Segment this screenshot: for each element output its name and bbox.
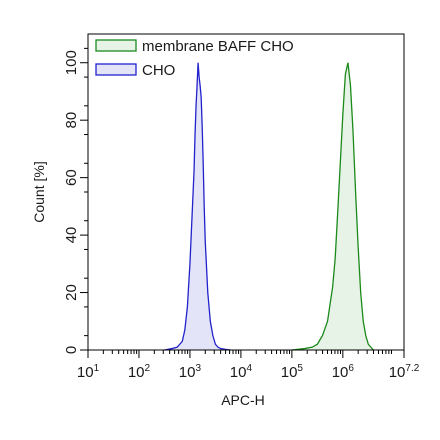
x-axis-label: APC-H [221,392,265,408]
x-tick-label: 104 [230,363,253,381]
x-tick-label: 103 [179,363,202,381]
y-tick-label: 0 [63,346,80,354]
y-axis: 0 20 40 60 80 100 [63,47,88,354]
x-axis: 101 102 103 104 105 106 107.2 [77,350,420,381]
legend-label-0: membrane BAFF CHO [142,38,294,55]
x-tick-label: 106 [332,363,355,381]
y-tick-label: 80 [63,112,80,129]
legend: membrane BAFF CHO CHO [95,38,294,79]
x-tick-label: 102 [128,363,151,381]
y-tick-label: 40 [63,227,80,244]
y-tick-label: 60 [63,169,80,186]
series-line-1 [164,62,231,351]
y-axis-label: Count [%] [31,161,47,222]
histogram-curves [164,62,374,351]
series-area-1 [164,62,231,350]
series-area-0 [291,62,374,350]
y-tick-label: 100 [63,50,80,75]
legend-label-1: CHO [142,62,175,79]
legend-swatch-1 [95,63,137,76]
x-tick-label: 107.2 [389,363,420,381]
legend-swatch-0 [95,39,137,52]
x-tick-label: 101 [77,363,100,381]
y-tick-label: 20 [63,284,80,301]
x-tick-label: 105 [281,363,304,381]
series-line-0 [291,62,374,351]
